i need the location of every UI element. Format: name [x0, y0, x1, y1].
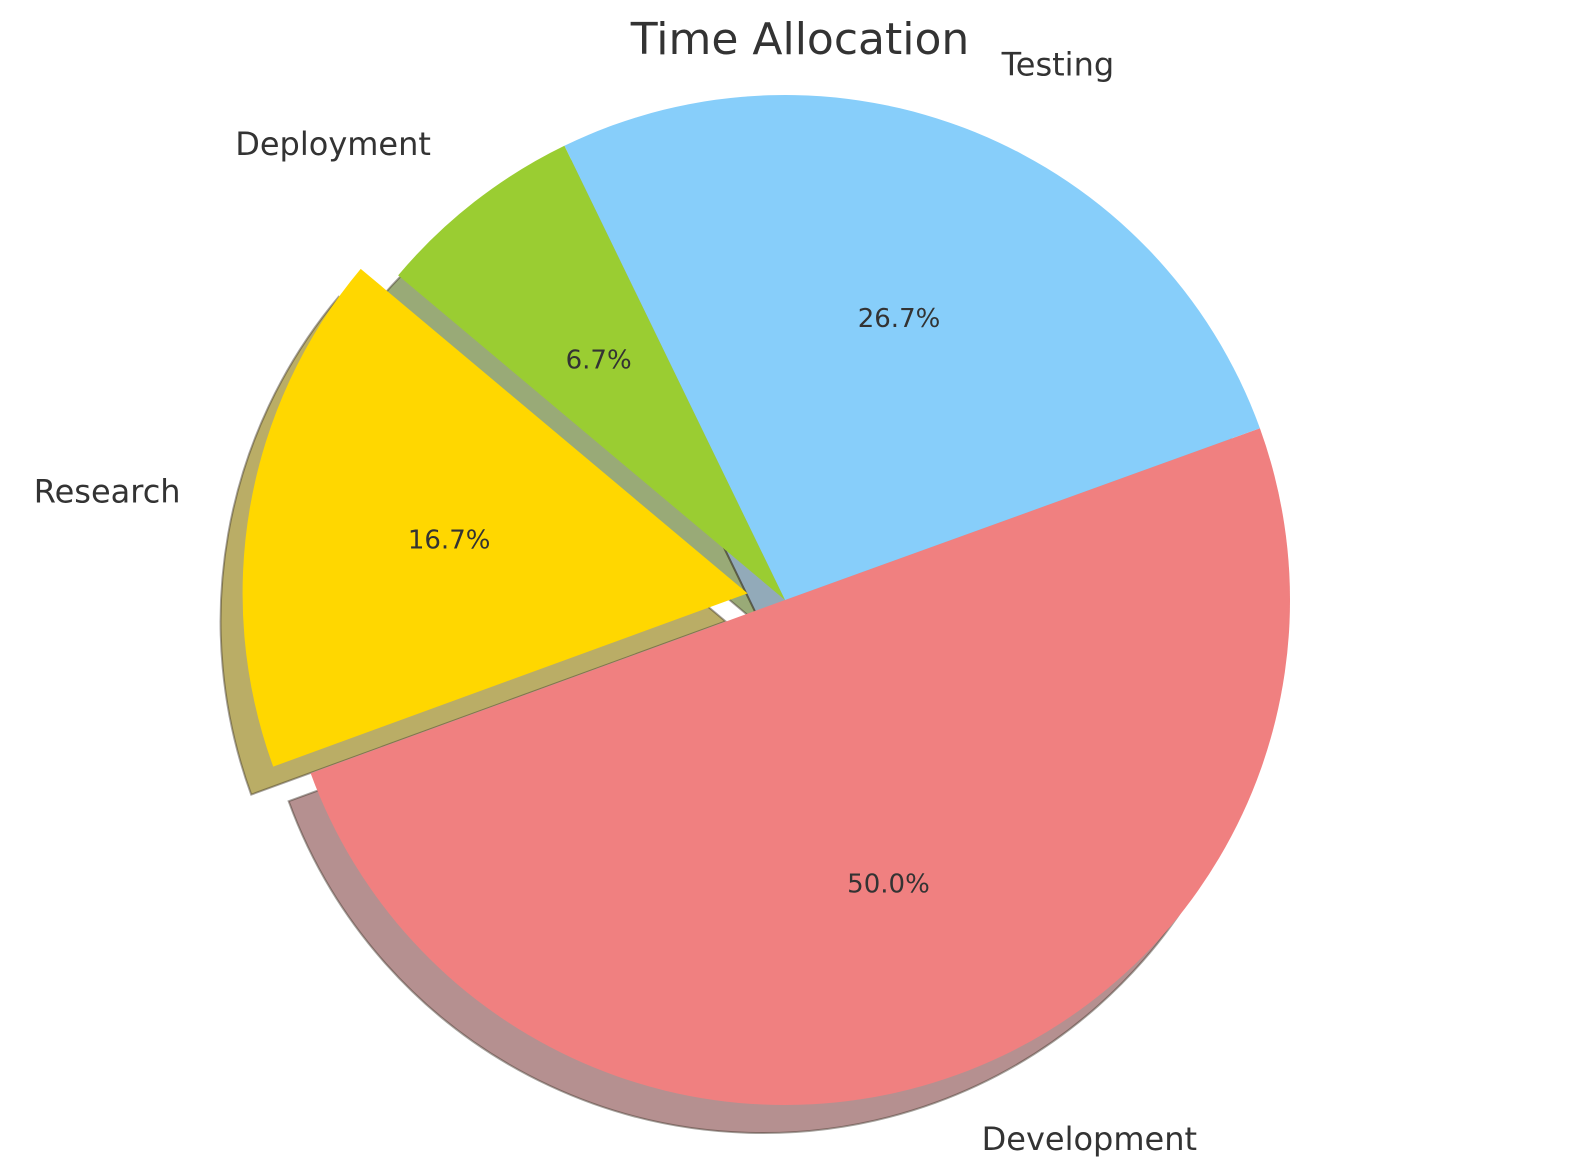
pie-slice-testing [564, 94, 1260, 601]
chart-title: Time Allocation [630, 14, 970, 65]
slice-label-deployment: Deployment [235, 125, 431, 163]
label-layer: Research 16.7% Development 50.0% Testing 26.7… [34, 46, 1197, 1158]
slice-percent-deployment: 6.7% [566, 346, 632, 376]
pie-slice-research [242, 268, 748, 767]
slice-percent-development: 50.0% [847, 869, 930, 899]
slice-percent-testing: 26.7% [858, 304, 941, 334]
slice-percent-research: 16.7% [408, 525, 491, 555]
slice-label-research: Research [34, 473, 181, 511]
slice-layer [242, 94, 1291, 1106]
pie-slice-deployment [398, 145, 785, 601]
slice-label-testing: Testing [1001, 46, 1115, 84]
slice-label-development: Development [982, 1120, 1197, 1158]
pie-slice-development [310, 428, 1291, 1106]
